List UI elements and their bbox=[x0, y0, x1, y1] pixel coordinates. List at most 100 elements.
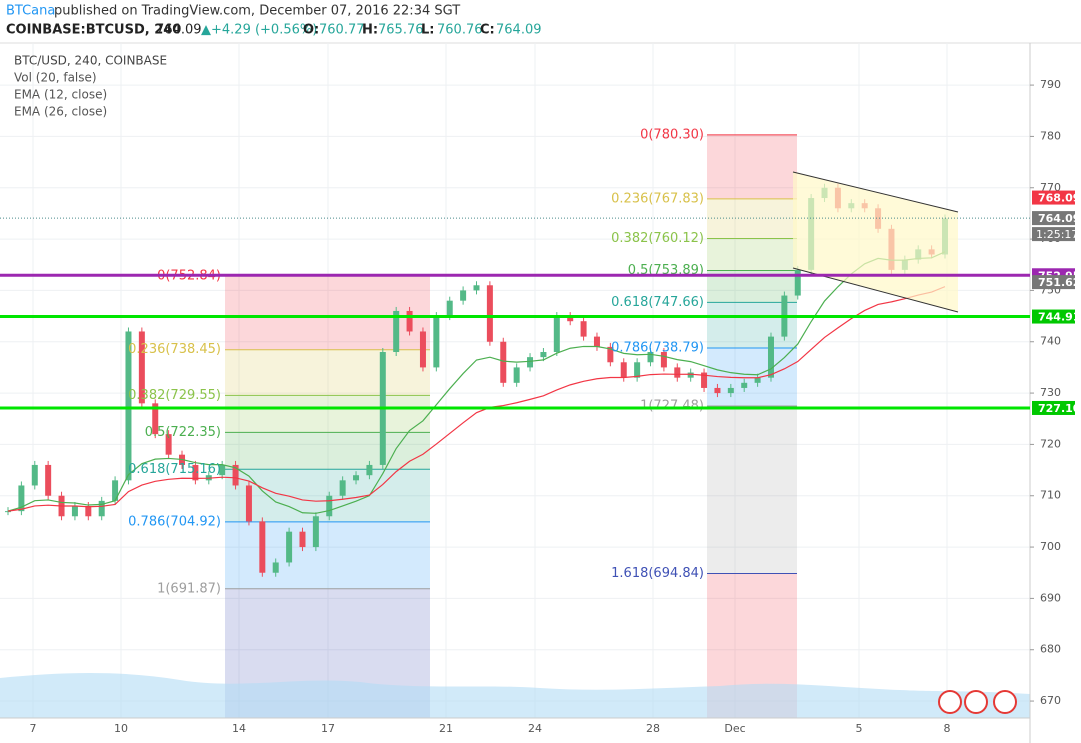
fib-band bbox=[225, 275, 430, 350]
price-label: 751.62 bbox=[1038, 276, 1080, 289]
candle bbox=[500, 341, 507, 383]
candle bbox=[45, 464, 52, 496]
candle bbox=[473, 285, 480, 291]
fib-label: 0.382(729.55) bbox=[128, 388, 221, 403]
volume-area bbox=[0, 673, 1030, 718]
x-tick-label: 7 bbox=[30, 722, 37, 735]
x-tick-label: 28 bbox=[646, 722, 660, 735]
candle bbox=[299, 531, 306, 548]
fib-label: 0(780.30) bbox=[640, 127, 704, 142]
ohlc-value: 760.76 bbox=[437, 23, 483, 38]
fib-label: 1(691.87) bbox=[157, 581, 221, 596]
ohlc-key: C: bbox=[480, 23, 495, 38]
candle bbox=[741, 382, 748, 388]
ohlc: O: 760.77H: 765.76L: 760.76C: 764.09 bbox=[303, 23, 542, 38]
x-tick-label: 21 bbox=[439, 722, 453, 735]
y-tick-label: 730 bbox=[1040, 386, 1061, 399]
price-label-box bbox=[1032, 275, 1075, 290]
candle bbox=[527, 357, 534, 368]
candle bbox=[312, 516, 319, 548]
price-label-box bbox=[1032, 400, 1075, 415]
x-tick-label: 14 bbox=[232, 722, 246, 735]
y-tick-label: 770 bbox=[1040, 181, 1061, 194]
ohlc-key: O: bbox=[303, 23, 319, 38]
x-tick-label: 8 bbox=[944, 722, 951, 735]
countdown-box bbox=[1032, 227, 1075, 242]
y-tick-label: 790 bbox=[1040, 78, 1061, 91]
candle bbox=[593, 336, 600, 347]
ohlc-key: L: bbox=[421, 23, 434, 38]
candle bbox=[339, 480, 346, 496]
candle bbox=[433, 316, 440, 368]
candle bbox=[767, 336, 774, 378]
x-tick-label: 24 bbox=[528, 722, 542, 735]
fib-band bbox=[225, 521, 430, 589]
x-tick-label: Dec bbox=[724, 722, 745, 735]
candle bbox=[71, 506, 78, 517]
candle bbox=[567, 316, 574, 322]
candle bbox=[460, 290, 467, 301]
candle bbox=[674, 367, 681, 378]
fib-label: 0.5(722.35) bbox=[145, 425, 221, 440]
price-label: 768.09 bbox=[1038, 192, 1080, 205]
legend-entry: EMA (26, close) bbox=[14, 105, 107, 119]
candle bbox=[701, 372, 708, 388]
y-tick-label: 690 bbox=[1040, 591, 1061, 604]
candle bbox=[446, 300, 453, 317]
legend-entry: EMA (12, close) bbox=[14, 88, 107, 102]
candle bbox=[192, 464, 199, 481]
price-label: 727.10 bbox=[1038, 402, 1081, 415]
ohlc-value: 765.76 bbox=[378, 23, 424, 38]
legend: BTC/USD, 240, COINBASE Vol (20, false) EMA… bbox=[14, 54, 167, 119]
y-tick-label: 780 bbox=[1040, 129, 1061, 142]
brand[interactable]: BTCana bbox=[6, 4, 55, 19]
change: ▲+4.29 (+0.56%) bbox=[201, 23, 317, 38]
fib-band bbox=[707, 198, 797, 239]
price-label-box bbox=[1032, 309, 1075, 324]
countdown: 1:25:17 bbox=[1036, 228, 1078, 241]
channel-line bbox=[792, 171, 959, 213]
candle bbox=[219, 464, 226, 476]
candle bbox=[419, 331, 426, 368]
candle bbox=[754, 377, 761, 383]
candle bbox=[152, 403, 159, 435]
candle bbox=[272, 562, 279, 573]
candle bbox=[540, 352, 547, 358]
last-price: 764.09 bbox=[156, 23, 202, 38]
event-icon[interactable] bbox=[938, 690, 962, 714]
candle bbox=[5, 511, 11, 513]
candle bbox=[353, 475, 360, 481]
fib-band bbox=[225, 395, 430, 433]
candle bbox=[165, 434, 172, 455]
fib-band bbox=[225, 349, 430, 396]
ema-line bbox=[7, 286, 946, 512]
x-tick-label: 17 bbox=[321, 722, 335, 735]
fib-band bbox=[707, 406, 797, 574]
symbol: COINBASE:BTCUSD, 240 bbox=[6, 23, 181, 38]
candle bbox=[138, 331, 145, 404]
event-icon[interactable] bbox=[964, 690, 988, 714]
candle bbox=[125, 331, 132, 481]
y-tick-label: 670 bbox=[1040, 694, 1061, 707]
candle bbox=[620, 362, 627, 378]
fib-label: 0.236(767.83) bbox=[611, 191, 704, 206]
y-tick-label: 700 bbox=[1040, 540, 1061, 553]
x-tick-label: 5 bbox=[856, 722, 863, 735]
ohlc-key: H: bbox=[362, 23, 378, 38]
fib-label: 1(727.48) bbox=[640, 399, 704, 414]
candle bbox=[98, 500, 105, 517]
candle bbox=[607, 346, 614, 363]
candle bbox=[406, 310, 413, 332]
candle bbox=[580, 321, 587, 337]
candle bbox=[660, 352, 667, 368]
candle bbox=[513, 367, 520, 383]
candle bbox=[553, 316, 560, 353]
fib-band bbox=[707, 238, 797, 271]
candle bbox=[687, 372, 694, 378]
candle bbox=[259, 521, 266, 573]
y-tick-label: 710 bbox=[1040, 489, 1061, 502]
event-icon[interactable] bbox=[993, 690, 1017, 714]
candle bbox=[794, 269, 801, 296]
fib-band bbox=[707, 134, 797, 199]
